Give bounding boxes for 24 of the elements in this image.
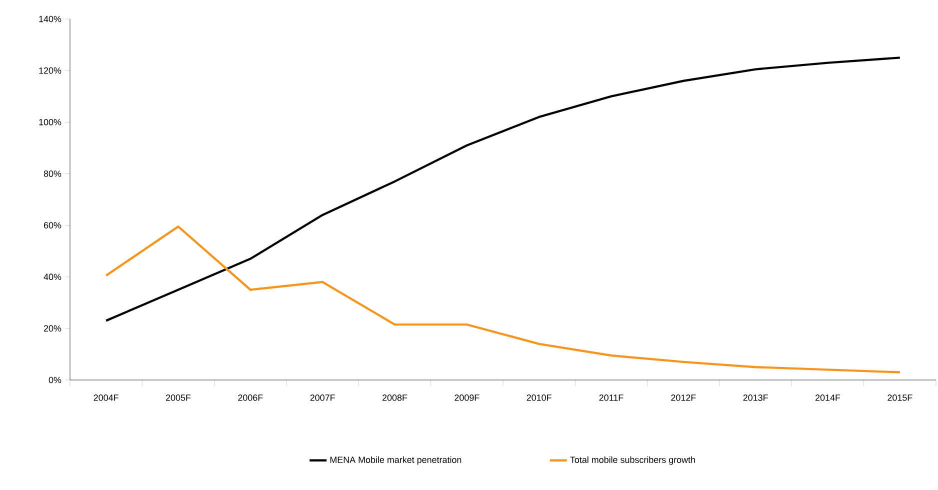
line-series [104,225,902,374]
y-tick-label: 0% [48,376,62,384]
y-tick-label: 60% [44,222,62,228]
legend-label: MENA Mobile market penetration [330,456,462,465]
x-tick-label: 2011F [599,394,624,401]
x-tick-label: 2008F [382,394,408,401]
y-tick-label: 80% [44,170,62,177]
x-tick-label: 2009F [454,394,480,401]
x-tick-label: 2012F [671,394,696,401]
x-tick-label: 2005F [166,394,191,401]
x-tick-label: 2006F [238,394,263,401]
x-tick-label: 2010F [526,394,552,401]
legend-label: Total mobile subscribers growth [570,456,695,465]
x-tick-label: 2007F [310,394,335,401]
y-tick-label: 100% [39,118,62,126]
y-tick-label: 120% [39,67,62,74]
x-tick-label: 2014F [816,394,840,401]
line-series [104,56,902,322]
y-tick-label: 40% [44,274,62,280]
y-tick-label: 20% [44,325,62,332]
y-tick-label: 140% [39,16,62,22]
x-tick-label: 2004F [94,394,118,401]
x-tick-label: 2013F [743,394,768,401]
x-tick-label: 2015F [888,394,912,401]
